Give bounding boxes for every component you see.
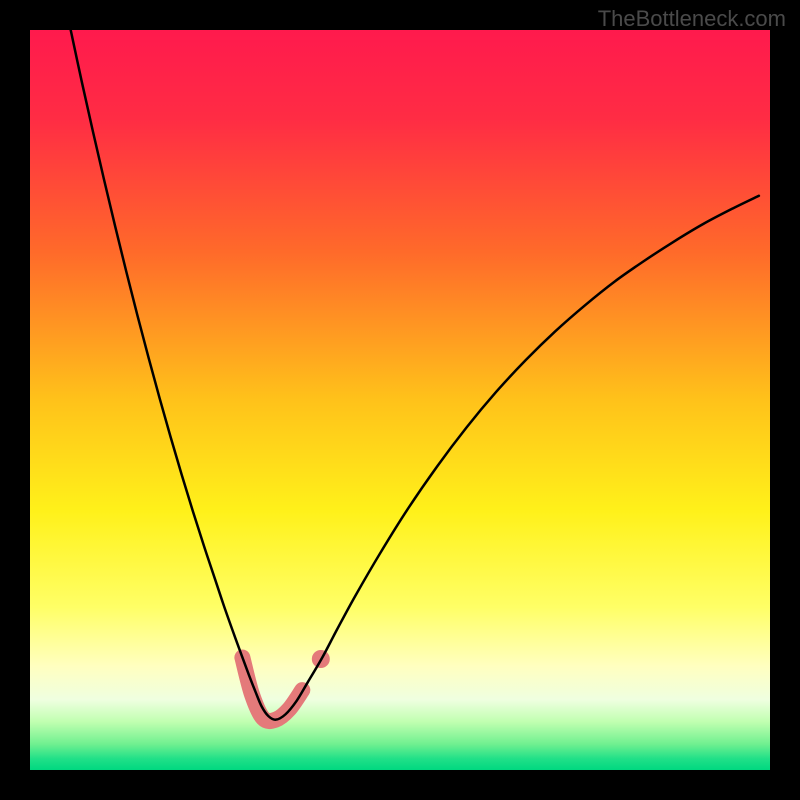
bottleneck-chart	[0, 0, 800, 800]
gradient-background	[30, 30, 770, 770]
chart-stage: TheBottleneck.com	[0, 0, 800, 800]
